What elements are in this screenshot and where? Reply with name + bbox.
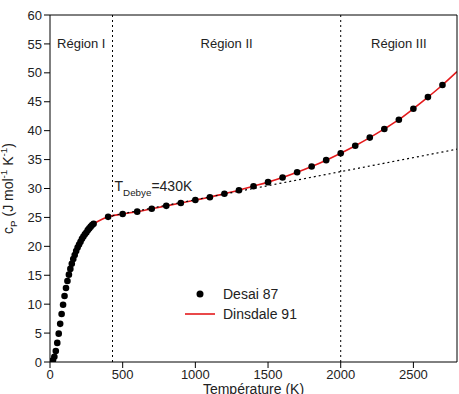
svg-text:55: 55 — [28, 37, 42, 52]
svg-text:2000: 2000 — [326, 367, 355, 382]
svg-text:50: 50 — [28, 65, 42, 80]
svg-text:1500: 1500 — [254, 367, 283, 382]
svg-text:5: 5 — [35, 326, 42, 341]
svg-text:TDebye=430K: TDebye=430K — [115, 178, 193, 197]
svg-text:Région III: Région III — [371, 36, 427, 51]
svg-text:2500: 2500 — [399, 367, 428, 382]
svg-text:Région II: Région II — [201, 36, 253, 51]
html-text:Dinsdale 91: Dinsdale 91 — [223, 306, 297, 322]
svg-text:25: 25 — [28, 210, 42, 225]
svg-text:40: 40 — [28, 123, 42, 138]
svg-text:30: 30 — [28, 181, 42, 196]
svg-text:15: 15 — [28, 268, 42, 283]
svg-text:1000: 1000 — [181, 367, 210, 382]
svg-text:60: 60 — [28, 8, 42, 23]
svg-text:0: 0 — [35, 355, 42, 370]
svg-text:Région I: Région I — [57, 36, 105, 51]
svg-text:0: 0 — [46, 367, 53, 382]
html-text:Desai 87: Desai 87 — [223, 286, 279, 302]
svg-text:45: 45 — [28, 94, 42, 109]
svg-text:35: 35 — [28, 152, 42, 167]
svg-text:Température (K): Température (K) — [203, 381, 304, 394]
svg-text:20: 20 — [28, 239, 42, 254]
svg-text:cP (J mol-1 K-1): cP (J mol-1 K-1) — [8, 143, 19, 234]
svg-text:10: 10 — [28, 297, 42, 312]
svg-text:500: 500 — [112, 367, 134, 382]
